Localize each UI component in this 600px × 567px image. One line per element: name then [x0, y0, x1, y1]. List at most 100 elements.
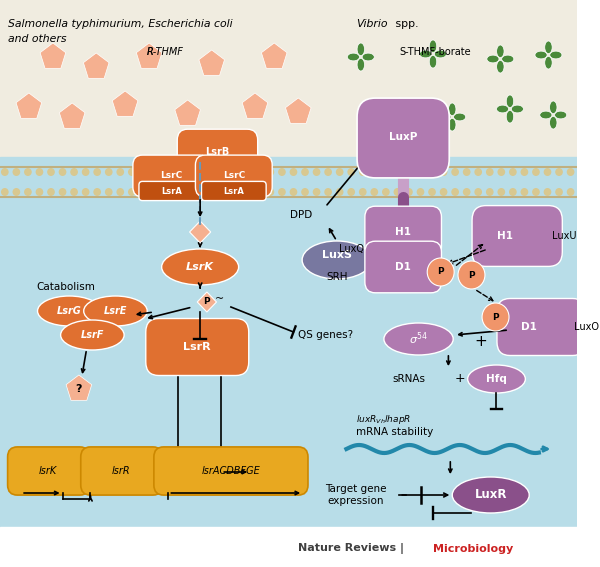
- Text: LsrK: LsrK: [186, 262, 214, 272]
- Circle shape: [497, 168, 505, 176]
- FancyBboxPatch shape: [365, 241, 442, 293]
- Ellipse shape: [497, 45, 504, 58]
- Circle shape: [209, 168, 217, 176]
- Ellipse shape: [384, 323, 453, 355]
- Circle shape: [382, 168, 389, 176]
- Circle shape: [232, 188, 239, 196]
- Circle shape: [174, 188, 182, 196]
- Circle shape: [428, 188, 436, 196]
- Circle shape: [347, 168, 355, 176]
- Polygon shape: [262, 43, 287, 69]
- Circle shape: [532, 168, 540, 176]
- Text: LuxU: LuxU: [553, 231, 577, 241]
- Polygon shape: [66, 375, 92, 400]
- Circle shape: [70, 168, 78, 176]
- Ellipse shape: [550, 101, 557, 113]
- Circle shape: [544, 188, 551, 196]
- Text: ~: ~: [215, 294, 224, 304]
- Text: LuxP: LuxP: [389, 132, 418, 142]
- Text: D1: D1: [521, 322, 537, 332]
- Circle shape: [359, 168, 367, 176]
- Text: LsrR: LsrR: [184, 342, 211, 352]
- Text: $luxR_{Vh}$$lhapR$: $luxR_{Vh}$$lhapR$: [356, 413, 411, 425]
- Circle shape: [451, 188, 459, 196]
- Bar: [0, 0, 577, 197]
- FancyBboxPatch shape: [472, 206, 562, 266]
- Polygon shape: [199, 50, 224, 75]
- Circle shape: [509, 188, 517, 196]
- Ellipse shape: [401, 108, 413, 116]
- Circle shape: [509, 168, 517, 176]
- Circle shape: [428, 168, 436, 176]
- Circle shape: [105, 168, 113, 176]
- Circle shape: [324, 188, 332, 196]
- Circle shape: [163, 188, 170, 196]
- Text: QS genes?: QS genes?: [298, 330, 353, 340]
- Text: ?: ?: [76, 384, 82, 394]
- Ellipse shape: [61, 320, 124, 350]
- Circle shape: [544, 168, 551, 176]
- Circle shape: [370, 168, 378, 176]
- Circle shape: [486, 168, 494, 176]
- FancyBboxPatch shape: [154, 447, 308, 495]
- Ellipse shape: [434, 50, 446, 58]
- Ellipse shape: [550, 116, 557, 129]
- Text: lsrACDBFGE: lsrACDBFGE: [202, 466, 260, 476]
- Circle shape: [116, 188, 124, 196]
- Text: LsrG: LsrG: [57, 306, 82, 316]
- Text: LuxS: LuxS: [322, 250, 352, 260]
- Text: P: P: [492, 312, 499, 321]
- Text: LuxQ: LuxQ: [339, 244, 364, 254]
- FancyBboxPatch shape: [202, 181, 266, 201]
- Circle shape: [220, 188, 228, 196]
- Ellipse shape: [419, 50, 431, 58]
- Text: LsrC: LsrC: [223, 171, 245, 180]
- Circle shape: [394, 188, 401, 196]
- Circle shape: [59, 168, 67, 176]
- Circle shape: [70, 188, 78, 196]
- Circle shape: [220, 168, 228, 176]
- Circle shape: [266, 188, 274, 196]
- Ellipse shape: [302, 241, 371, 279]
- Text: lsrK: lsrK: [39, 466, 57, 476]
- Bar: [0, 157, 577, 527]
- Circle shape: [405, 188, 413, 196]
- Bar: [0, 167, 577, 197]
- Text: lsrR: lsrR: [112, 466, 131, 476]
- Circle shape: [532, 188, 540, 196]
- Polygon shape: [112, 91, 138, 116]
- Circle shape: [174, 168, 182, 176]
- Circle shape: [266, 168, 274, 176]
- Circle shape: [278, 188, 286, 196]
- Circle shape: [47, 168, 55, 176]
- Ellipse shape: [38, 296, 101, 326]
- Text: Catabolism: Catabolism: [37, 282, 95, 292]
- Text: Target gene
expression: Target gene expression: [325, 484, 387, 506]
- Ellipse shape: [454, 113, 466, 121]
- Circle shape: [82, 188, 89, 196]
- Ellipse shape: [511, 105, 523, 113]
- Ellipse shape: [452, 477, 529, 513]
- Ellipse shape: [347, 53, 359, 61]
- Text: LsrC: LsrC: [160, 171, 182, 180]
- Text: SRH: SRH: [326, 272, 347, 282]
- Text: sRNAs: sRNAs: [392, 374, 425, 384]
- Circle shape: [35, 188, 43, 196]
- Circle shape: [105, 188, 113, 196]
- Ellipse shape: [449, 103, 456, 116]
- Text: LsrA: LsrA: [161, 187, 182, 196]
- Circle shape: [313, 168, 320, 176]
- Ellipse shape: [429, 40, 437, 53]
- Text: DPD: DPD: [290, 210, 312, 220]
- Circle shape: [1, 168, 8, 176]
- Circle shape: [244, 168, 251, 176]
- Ellipse shape: [161, 249, 239, 285]
- Circle shape: [521, 188, 528, 196]
- Ellipse shape: [449, 119, 456, 131]
- Circle shape: [197, 168, 205, 176]
- Ellipse shape: [395, 98, 403, 111]
- Circle shape: [278, 168, 286, 176]
- Circle shape: [186, 188, 193, 196]
- Circle shape: [209, 188, 217, 196]
- Circle shape: [440, 168, 448, 176]
